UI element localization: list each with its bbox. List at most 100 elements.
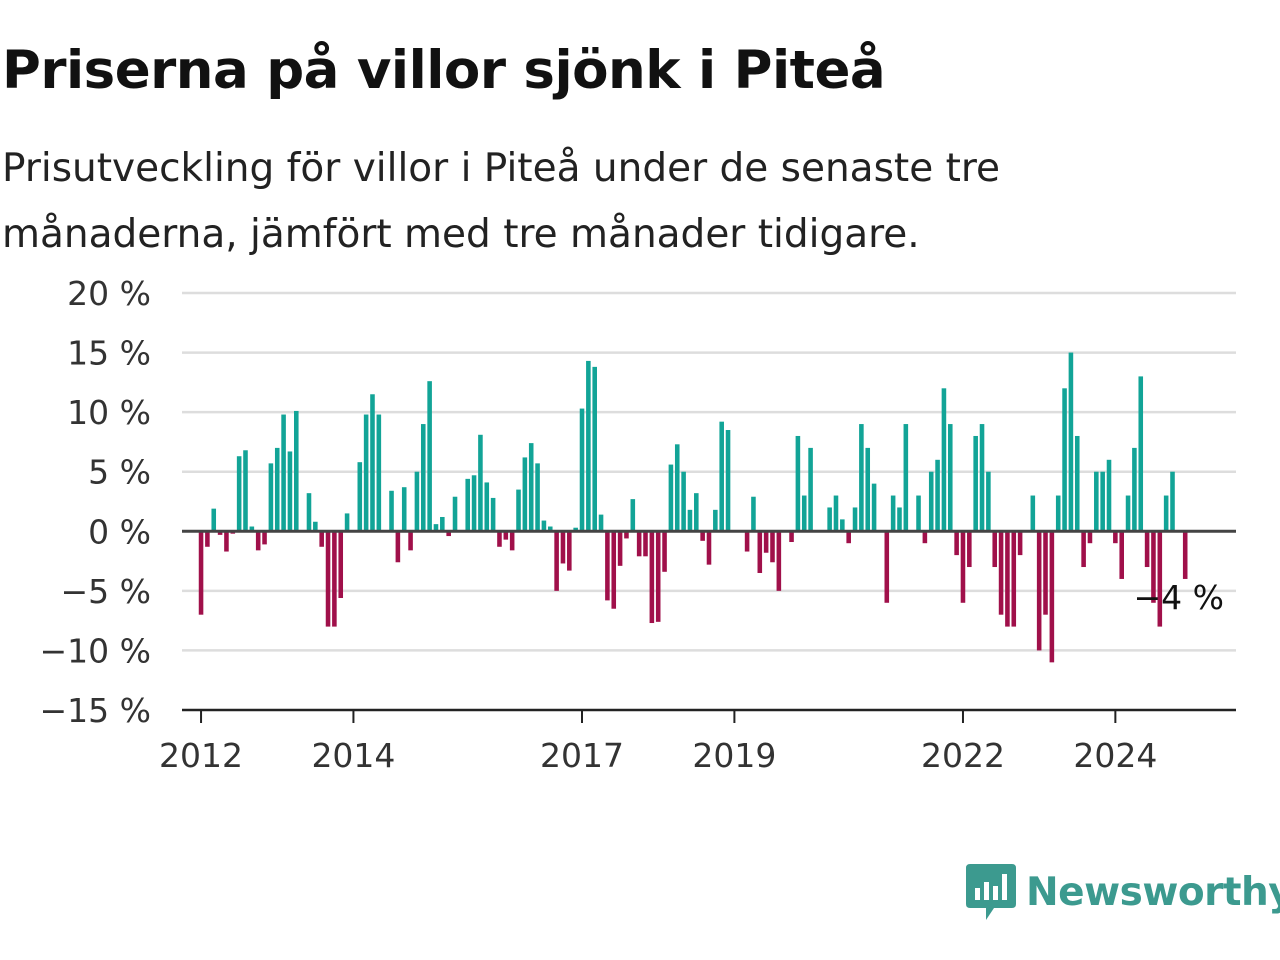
- bar: [268, 463, 274, 532]
- bar: [1005, 531, 1010, 627]
- bar: [198, 531, 204, 615]
- bar: [954, 531, 959, 556]
- bar: [1151, 531, 1156, 603]
- bar: [490, 497, 496, 532]
- bar: [751, 496, 756, 532]
- bar: [884, 531, 890, 603]
- bar: [598, 514, 604, 532]
- last-value-label: −4 %: [1134, 578, 1225, 617]
- bar: [433, 524, 439, 532]
- bar: [325, 531, 331, 627]
- bar: [960, 531, 966, 603]
- bar: [1170, 471, 1175, 532]
- chart-subtitle: Prisutveckling för villor i Piteå under …: [2, 146, 1001, 257]
- bar: [935, 459, 940, 532]
- bar: [408, 531, 413, 551]
- bar: [573, 527, 578, 532]
- bar: [903, 424, 909, 532]
- x-tick-label: 2012: [159, 736, 243, 775]
- bar: [928, 471, 934, 532]
- newsworthy-brand: Newsworthy: [964, 862, 1280, 922]
- y-tick-label: −10 %: [40, 631, 152, 670]
- bar: [1119, 531, 1124, 579]
- bar: [281, 414, 286, 532]
- bar: [427, 381, 432, 532]
- bar: [605, 531, 610, 601]
- bar: [865, 447, 871, 532]
- bar: [770, 531, 775, 563]
- x-tick-label: 2017: [540, 736, 624, 775]
- axes: [182, 529, 1236, 723]
- bar: [1100, 471, 1105, 532]
- bar: [484, 482, 490, 532]
- brand-name: Newsworthy: [1026, 869, 1280, 915]
- bar: [776, 531, 782, 591]
- bar: [1011, 531, 1017, 627]
- bar: [757, 531, 763, 573]
- bar: [789, 531, 794, 543]
- bar: [370, 394, 375, 532]
- bar: [357, 462, 363, 532]
- bar: [808, 447, 813, 532]
- bar: [274, 447, 280, 532]
- bar: [833, 495, 839, 532]
- bar: [497, 531, 502, 547]
- y-tick-label: 15 %: [67, 334, 151, 373]
- bar: [528, 443, 534, 532]
- x-tick-label: 2022: [921, 736, 1005, 775]
- bar: [840, 519, 845, 532]
- bar: [332, 531, 337, 627]
- bar: [579, 408, 585, 532]
- bar: [1094, 471, 1099, 532]
- y-tick-label: −15 %: [40, 691, 152, 730]
- bar: [401, 487, 407, 532]
- bar: [1062, 388, 1067, 532]
- bar: [478, 434, 483, 532]
- bar: [852, 507, 858, 532]
- bar: [681, 471, 686, 532]
- bar: [1125, 495, 1131, 532]
- y-tick-label: −5 %: [61, 572, 152, 611]
- bar: [471, 475, 477, 532]
- bar: [1132, 447, 1137, 532]
- bar: [713, 509, 718, 532]
- bar: [643, 531, 648, 557]
- bar: [503, 531, 509, 540]
- bar: [414, 471, 420, 532]
- bar: [941, 388, 947, 532]
- bar: [967, 531, 972, 568]
- bar: [395, 531, 401, 563]
- bar: [611, 531, 617, 609]
- bar: [694, 493, 699, 532]
- bar: [719, 421, 724, 532]
- labels: 20 % 15 % 10 % 5 % 0 % −5 % −10 % −15 %2012 2014…: [40, 274, 1225, 775]
- bar: [306, 493, 312, 532]
- bar: [1157, 531, 1163, 627]
- bar: [465, 478, 471, 532]
- bar: [376, 414, 382, 532]
- bar: [547, 526, 553, 532]
- bar: [617, 531, 623, 566]
- bar: [706, 531, 712, 565]
- bar: [1163, 495, 1169, 532]
- bar: [509, 531, 515, 551]
- bar: [1081, 531, 1086, 568]
- y-tick-label: 10 %: [67, 393, 151, 432]
- bar: [363, 414, 369, 532]
- bar: [795, 435, 801, 532]
- bar: [344, 513, 350, 532]
- bar: [1030, 495, 1036, 532]
- bar: [1138, 376, 1144, 532]
- bar: [1182, 531, 1188, 579]
- bar: [516, 489, 521, 532]
- x-tick-label: 2024: [1073, 736, 1157, 775]
- bar: [630, 499, 636, 532]
- bar: [554, 531, 559, 591]
- bar: [452, 496, 458, 532]
- bar: [338, 531, 344, 599]
- x-tick-label: 2014: [311, 736, 395, 775]
- bar: [592, 366, 597, 532]
- bar: [916, 495, 921, 532]
- bar: [986, 471, 991, 532]
- bar: [922, 531, 928, 544]
